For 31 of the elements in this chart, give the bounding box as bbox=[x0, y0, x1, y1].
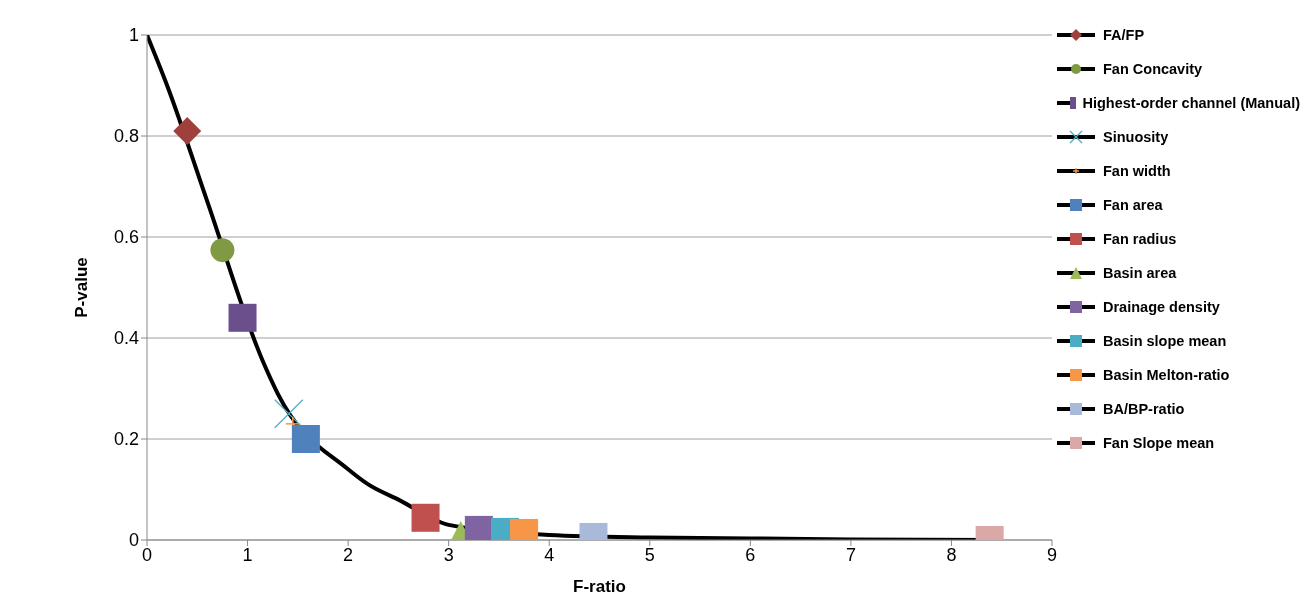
x-tick-label: 3 bbox=[443, 544, 454, 565]
legend-label: Sinuosity bbox=[1103, 129, 1169, 145]
x-tick-label: 9 bbox=[1046, 544, 1058, 565]
legend-label: FA/FP bbox=[1103, 27, 1145, 43]
legend-label: Basin Melton-ratio bbox=[1103, 367, 1230, 383]
legend-label: Fan radius bbox=[1103, 231, 1177, 247]
y-tick-label: 1 bbox=[128, 25, 139, 46]
legend-label: Basin area bbox=[1103, 265, 1177, 281]
x-tick-label: 1 bbox=[242, 544, 253, 565]
y-tick-label: 0 bbox=[128, 530, 139, 551]
legend-label: Fan width bbox=[1103, 163, 1171, 179]
x-tick-label: 7 bbox=[845, 544, 856, 565]
y-tick-label: 0.6 bbox=[113, 227, 139, 248]
x-tick-label: 6 bbox=[745, 544, 756, 565]
legend-label: Fan Concavity bbox=[1103, 61, 1203, 77]
y-axis-title: P-value bbox=[72, 257, 92, 318]
legend-label: Fan area bbox=[1103, 197, 1163, 213]
x-tick-label: 5 bbox=[644, 544, 655, 565]
y-tick-label: 0.4 bbox=[113, 328, 139, 349]
legend-label: Drainage density bbox=[1103, 299, 1220, 315]
x-tick-label: 8 bbox=[946, 544, 957, 565]
x-tick-label: 2 bbox=[343, 544, 354, 565]
x-axis-title: F-ratio bbox=[573, 577, 626, 596]
legend-label: Basin slope mean bbox=[1103, 333, 1227, 349]
x-tick-label: 0 bbox=[141, 544, 153, 565]
x-tick-label: 4 bbox=[544, 544, 555, 565]
legend-label: Fan Slope mean bbox=[1103, 435, 1215, 451]
legend-label: Highest-order channel (Manual) bbox=[1082, 95, 1300, 111]
y-tick-label: 0.8 bbox=[113, 126, 139, 147]
y-tick-label: 0.2 bbox=[113, 429, 139, 450]
legend-label: BA/BP-ratio bbox=[1103, 401, 1185, 417]
